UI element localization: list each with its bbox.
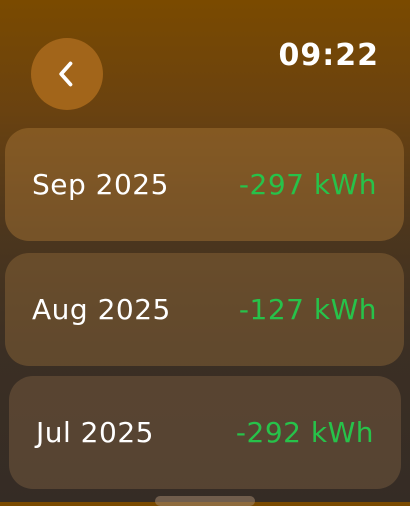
month-row-sep-2025[interactable]: Sep 2025 -297 kWh bbox=[5, 128, 404, 241]
month-label: Aug 2025 bbox=[32, 293, 171, 326]
month-row-aug-2025[interactable]: Aug 2025 -127 kWh bbox=[5, 253, 404, 366]
month-label: Sep 2025 bbox=[32, 168, 169, 201]
energy-value: -297 kWh bbox=[238, 168, 377, 201]
scroll-indicator bbox=[155, 496, 255, 506]
energy-value: -127 kWh bbox=[238, 293, 377, 326]
header: 09:22 bbox=[0, 0, 410, 120]
month-row-jul-2025[interactable]: Jul 2025 -292 kWh bbox=[9, 376, 401, 489]
clock-time: 09:22 bbox=[278, 38, 379, 73]
energy-value: -292 kWh bbox=[235, 416, 374, 449]
back-button[interactable] bbox=[31, 38, 103, 110]
month-label: Jul 2025 bbox=[36, 416, 154, 449]
chevron-left-icon bbox=[59, 61, 73, 87]
